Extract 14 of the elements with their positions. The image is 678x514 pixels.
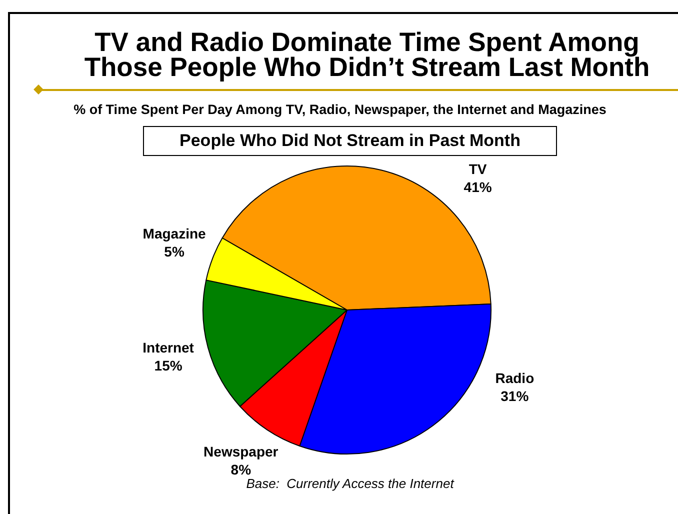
data-label: 5%: [164, 244, 185, 260]
slice-label: Magazine: [142, 226, 206, 242]
chart-subtitle: % of Time Spent Per Day Among TV, Radio, Newspaper, the Internet and Magazines: [72, 102, 608, 117]
caption-box: People Who Did Not Stream in Past Month: [143, 126, 557, 156]
data-label: 15%: [154, 358, 183, 374]
slice-label: Newspaper: [204, 443, 279, 460]
text: Base: Currently Access the Internet: [245, 476, 456, 491]
data-label: 31%: [500, 388, 530, 404]
slice-label: TV: [468, 161, 488, 178]
slice-label: Internet: [142, 340, 194, 356]
slice-label: Radio: [495, 370, 534, 386]
chart-title: TV and Radio Dominate Time Spent Among Those People Who Didn’t Stream Last Month: [83, 27, 651, 82]
data-label: 8%: [230, 461, 252, 478]
data-label: 41%: [464, 179, 492, 196]
